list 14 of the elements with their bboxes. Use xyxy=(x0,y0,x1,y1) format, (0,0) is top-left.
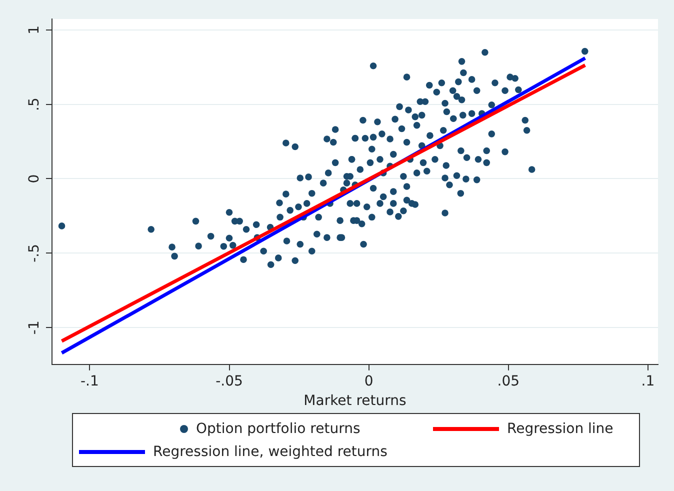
x-tick-label: 0 xyxy=(364,373,374,390)
y-tick-label: -1 xyxy=(26,320,43,335)
x-tick-label: .1 xyxy=(641,373,655,390)
x-tick-label: .05 xyxy=(497,373,520,390)
legend-label: Option portfolio returns xyxy=(196,421,360,437)
legend-label: Regression line, weighted returns xyxy=(153,444,388,460)
y-tick-label: .5 xyxy=(26,98,43,111)
x-axis-title: Market returns xyxy=(304,393,406,410)
legend-label: Regression line xyxy=(507,421,614,437)
x-tick-label: -.1 xyxy=(80,373,99,390)
y-tick-label: 1 xyxy=(26,25,43,34)
y-tick-label: 0 xyxy=(26,174,43,184)
y-tick-label: -.5 xyxy=(26,244,43,262)
x-tick-label: -.05 xyxy=(216,373,243,390)
